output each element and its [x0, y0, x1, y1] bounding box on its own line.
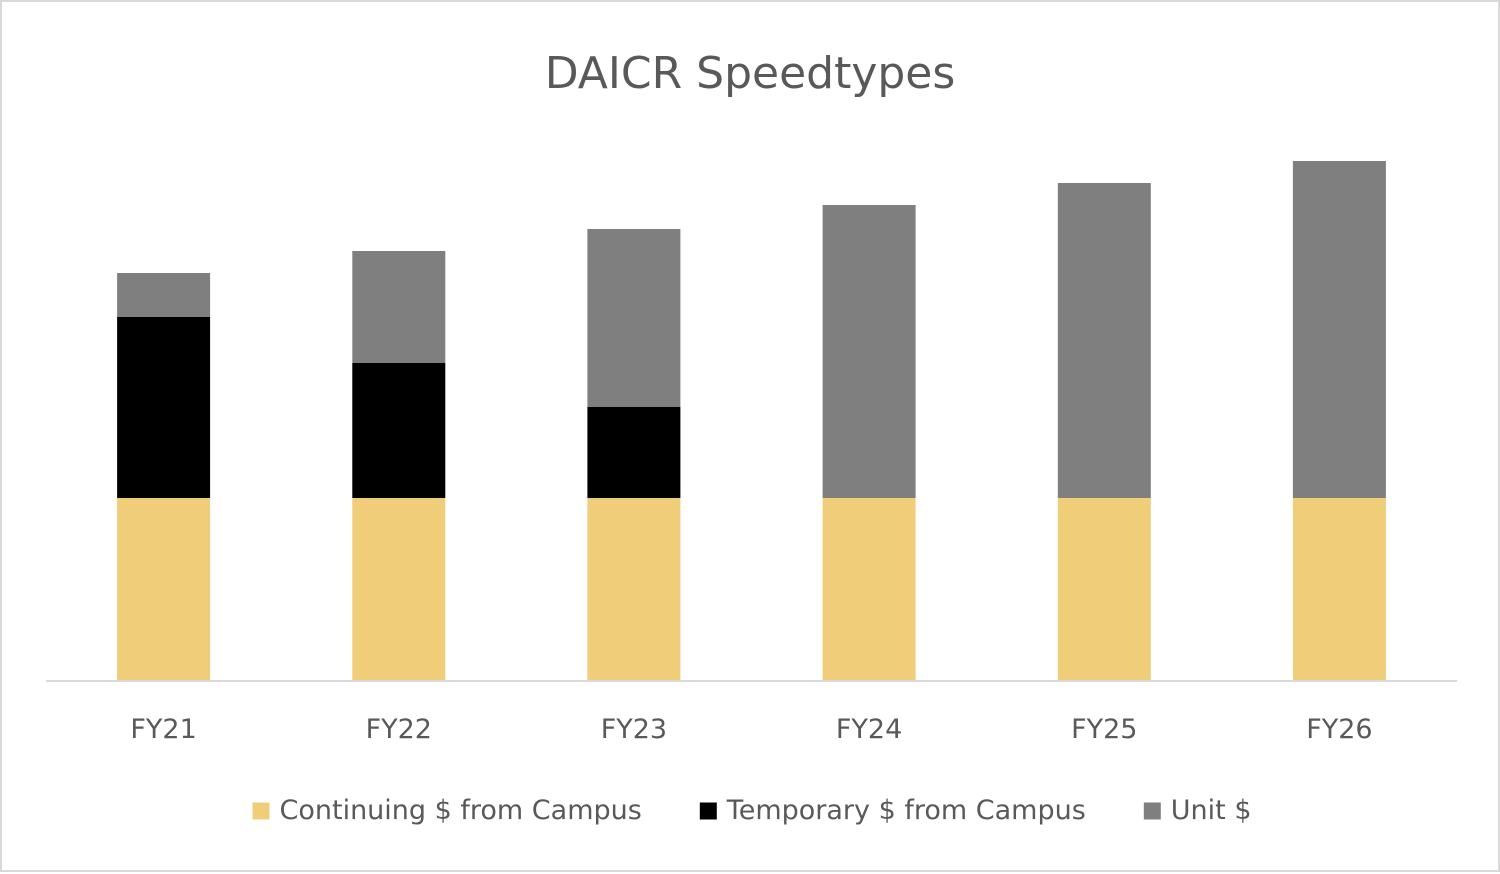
bar-fy21-series-1 [117, 317, 211, 498]
bar-fy21-series-2 [117, 273, 211, 317]
legend-label: Continuing $ from Campus [280, 795, 642, 826]
legend-item: Continuing $ from Campus [252, 795, 642, 826]
legend: Continuing $ from Campus Temporary $ from… [252, 795, 1252, 826]
bar-fy25-series-0 [1057, 498, 1151, 681]
legend-item: Temporary $ from Campus [699, 795, 1086, 826]
bar-fy26-series-0 [1292, 498, 1386, 681]
x-tick-label: FY23 [601, 714, 667, 745]
bars-group [117, 161, 1386, 681]
bar-fy25-series-2 [1057, 183, 1151, 498]
x-tick-label: FY22 [366, 714, 432, 745]
chart-title: DAICR Speedtypes [545, 48, 956, 99]
bar-fy21-series-0 [117, 498, 211, 681]
legend-swatch [699, 802, 717, 820]
bar-fy23-series-1 [587, 407, 681, 498]
legend-label: Unit $ [1171, 795, 1252, 826]
x-tick-label: FY26 [1306, 714, 1372, 745]
bar-fy26-series-2 [1292, 161, 1386, 498]
bar-fy22-series-2 [352, 251, 446, 363]
x-tick-label: FY21 [130, 714, 196, 745]
bar-fy22-series-0 [352, 498, 446, 681]
x-tick-labels: FY21 FY22 FY23 FY24 FY25 FY26 [130, 714, 1372, 745]
bar-fy22-series-1 [352, 363, 446, 498]
legend-item: Unit $ [1143, 795, 1252, 826]
bar-fy24-series-2 [822, 205, 916, 498]
x-tick-label: FY25 [1071, 714, 1137, 745]
bar-fy24-series-0 [822, 498, 916, 681]
x-tick-label: FY24 [836, 714, 902, 745]
legend-swatch [252, 802, 270, 820]
legend-label: Temporary $ from Campus [726, 795, 1086, 826]
bar-fy23-series-2 [587, 229, 681, 407]
legend-swatch [1143, 802, 1161, 820]
bar-fy23-series-0 [587, 498, 681, 681]
